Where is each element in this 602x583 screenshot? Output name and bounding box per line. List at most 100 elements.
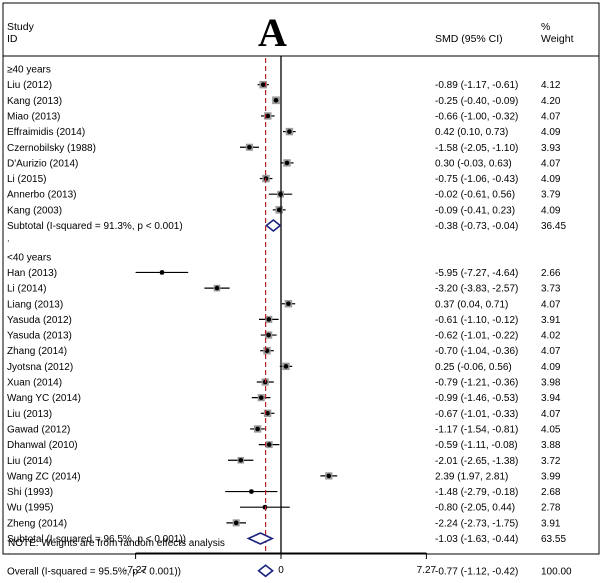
weight-text: 3.73 [541, 284, 561, 295]
ci-text: -0.59 (-1.11, -0.08) [435, 440, 518, 451]
subtotal-diamond [246, 532, 275, 545]
study-label: Wang ZC (2014) [7, 471, 81, 482]
weight-text: 2.68 [541, 487, 561, 498]
forest-marks: ≥40 years Liu (2012) -0.89 (-1.17, -0.61) 4… [7, 56, 572, 578]
study-label: Liu (2012) [7, 80, 52, 91]
spacer-dot: . [7, 234, 10, 245]
study-label: Liu (2014) [7, 456, 52, 467]
study-label: Dhanwal (2010) [7, 440, 78, 451]
weight-text: 3.79 [541, 190, 561, 201]
weight-text: 4.09 [541, 127, 561, 138]
study-label: Jyotsna (2012) [7, 362, 73, 373]
plot-border [2, 2, 600, 555]
weight-text: 4.09 [541, 174, 561, 185]
subtotal-weight-text: 63.55 [541, 534, 566, 545]
overall-ci-text: -0.77 (-1.12, -0.42) [435, 566, 518, 577]
subtotal-label: Subtotal (I-squared = 91.3%, p < 0.001) [7, 221, 183, 232]
weight-text: 3.88 [541, 440, 561, 451]
study-label: Li (2015) [7, 174, 46, 185]
study-label: Liu (2013) [7, 409, 52, 420]
ci-text: -0.67 (-1.01, -0.33) [435, 409, 518, 420]
study-label: Kang (2013) [7, 96, 62, 107]
ci-text: 0.37 (0.04, 0.71) [435, 299, 508, 310]
ci-text: 0.25 (-0.06, 0.56) [435, 362, 512, 373]
ci-text: -0.66 (-1.00, -0.32) [435, 111, 518, 122]
study-label: Annerbo (2013) [7, 190, 77, 201]
subtotal-ci-text: -1.03 (-1.63, -0.44) [435, 534, 518, 545]
ci-text: -0.09 (-0.41, 0.23) [435, 205, 515, 216]
ci-text: -0.62 (-1.01, -0.22) [435, 331, 518, 342]
group-label: <40 years [7, 252, 51, 263]
weight-text: 3.99 [541, 471, 561, 482]
ci-text: -0.25 (-0.40, -0.09) [435, 96, 518, 107]
weight-text: 3.91 [541, 518, 561, 529]
study-label: Shi (1993) [7, 487, 53, 498]
overall-label: Overall (I-squared = 95.5%, p < 0.001)) [7, 566, 181, 577]
ci-text: 0.42 (0.10, 0.73) [435, 127, 508, 138]
point-estimate [214, 285, 220, 291]
ci-text: 2.39 (1.97, 2.81) [435, 471, 508, 482]
point-estimate [265, 411, 270, 416]
weight-text: 4.07 [541, 409, 561, 420]
ci-text: -2.01 (-2.65, -1.38) [435, 456, 518, 467]
group-label: ≥40 years [7, 65, 51, 76]
study-label: Kang (2003) [7, 205, 62, 216]
point-estimate [266, 317, 272, 322]
header-smd: SMD (95% CI) [435, 33, 503, 45]
weight-text: 4.07 [541, 158, 561, 169]
point-estimate [258, 395, 264, 400]
note-text: NOTE: Weights are from random effects an… [8, 538, 225, 549]
ci-text: -0.80 (-2.05, 0.44) [435, 503, 515, 514]
overall-weight-text: 100.00 [541, 566, 572, 577]
weight-text: 2.66 [541, 268, 561, 279]
point-estimate [266, 442, 272, 447]
ci-text: -0.89 (-1.17, -0.61) [435, 80, 518, 91]
study-label: Yasuda (2012) [7, 315, 72, 326]
study-label: Gawad (2012) [7, 424, 70, 435]
ci-text: -1.48 (-2.79, -0.18) [435, 487, 518, 498]
point-estimate [284, 160, 290, 166]
weight-text: 3.98 [541, 378, 561, 389]
weight-text: 4.07 [541, 111, 561, 122]
point-estimate [266, 332, 271, 338]
ci-text: -0.70 (-1.04, -0.36) [435, 346, 518, 357]
header-percent: % [541, 21, 550, 33]
weight-text: 4.05 [541, 424, 561, 435]
ci-text: -3.20 (-3.83, -2.57) [435, 284, 518, 295]
weight-text: 4.02 [541, 331, 561, 342]
study-label: Liang (2013) [7, 299, 63, 310]
study-label: Miao (2013) [7, 111, 60, 122]
ci-text: 0.30 (-0.03, 0.63) [435, 158, 512, 169]
header-weight: Weight [541, 33, 574, 45]
point-estimate [159, 270, 165, 275]
panel-label: A [258, 10, 287, 55]
ci-text: -0.99 (-1.46, -0.53) [435, 393, 518, 404]
point-estimate [247, 144, 252, 150]
study-label: Xuan (2014) [7, 378, 62, 389]
ci-text: -2.24 (-2.73, -1.75) [435, 518, 518, 529]
point-estimate [255, 426, 260, 432]
study-label: Effraimidis (2014) [7, 127, 85, 138]
ci-text: -0.75 (-1.06, -0.43) [435, 174, 518, 185]
weight-text: 4.07 [541, 346, 561, 357]
subtotal-ci-text: -0.38 (-0.73, -0.04) [435, 221, 518, 232]
study-label: Li (2014) [7, 284, 46, 295]
study-label: Zhang (2014) [7, 346, 67, 357]
weight-text: 2.78 [541, 503, 561, 514]
point-estimate [238, 457, 244, 463]
ci-text: -0.02 (-0.61, 0.56) [435, 190, 515, 201]
x-tick-label: 0 [278, 565, 284, 576]
header-id: ID [7, 33, 18, 45]
ci-text: -0.79 (-1.21, -0.36) [435, 378, 518, 389]
point-estimate [233, 520, 239, 526]
weight-text: 3.93 [541, 143, 561, 154]
weight-text: 4.12 [541, 80, 561, 91]
study-label: Wang YC (2014) [7, 393, 81, 404]
ci-text: -0.61 (-1.10, -0.12) [435, 315, 518, 326]
overall-diamond [257, 564, 274, 578]
x-tick-label: 7.27 [417, 565, 437, 576]
weight-text: 4.20 [541, 96, 561, 107]
study-label: Zheng (2014) [7, 518, 67, 529]
study-label: D'Aurizio (2014) [7, 158, 78, 169]
